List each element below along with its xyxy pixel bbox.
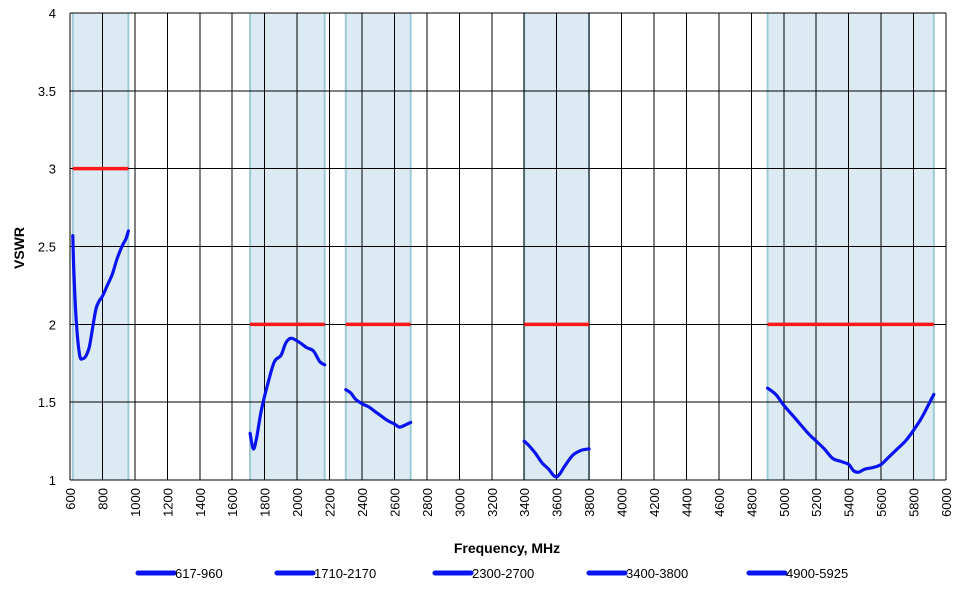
legend-label-2300-2700: 2300-2700 — [472, 566, 534, 581]
x-tick-label: 3600 — [550, 488, 565, 517]
series-line-617-960 — [71, 229, 130, 361]
x-tick-label: 1600 — [225, 488, 240, 517]
x-tick-label: 5400 — [842, 488, 857, 517]
legend-label-1710-2170: 1710-2170 — [314, 566, 376, 581]
x-tick-label: 2600 — [387, 488, 402, 517]
x-tick-label: 4400 — [679, 488, 694, 517]
y-tick-label: 1.5 — [38, 395, 56, 410]
x-tick-label: 4800 — [744, 488, 759, 517]
x-tick-label: 4600 — [712, 488, 727, 517]
x-tick-label: 5000 — [777, 488, 792, 517]
x-tick-label: 2000 — [290, 488, 305, 517]
x-tick-label: 3400 — [517, 488, 532, 517]
limit-lines — [72, 166, 934, 327]
x-tick-label: 800 — [95, 488, 110, 510]
legend-label-617-960: 617-960 — [175, 566, 223, 581]
y-tick-label: 1 — [49, 473, 56, 488]
x-tick-labels: 600 800 1000 1200 1400 1600 1800 2000 2200 2400 26… — [63, 488, 954, 517]
x-tick-label: 1800 — [258, 488, 273, 517]
x-tick-label: 2400 — [355, 488, 370, 517]
series-line-1710-2170 — [248, 336, 327, 451]
x-tick-label: 5200 — [809, 488, 824, 517]
y-tick-label: 4 — [49, 6, 56, 21]
series-lines — [71, 229, 936, 479]
x-tick-label: 2200 — [323, 488, 338, 517]
x-tick-label: 1000 — [128, 488, 143, 517]
y-tick-label: 3.5 — [38, 84, 56, 99]
y-tick-label: 2 — [49, 317, 56, 332]
x-tick-label: 600 — [63, 488, 78, 510]
x-tick-label: 3000 — [452, 488, 467, 517]
series-line-4900-5925 — [766, 386, 936, 474]
x-tick-label: 2800 — [420, 488, 435, 517]
y-tick-labels: 1 1.5 2 2.5 3 3.5 4 — [38, 6, 56, 488]
x-tick-label: 4200 — [647, 488, 662, 517]
legend-label-4900-5925: 4900-5925 — [786, 566, 848, 581]
x-axis-title: Frequency, MHz — [454, 540, 560, 556]
y-tick-label: 2.5 — [38, 240, 56, 255]
legend: 617-960 1710-2170 2300-2700 3400-3800 4900-5… — [135, 566, 848, 581]
series-line-3400-3800 — [522, 439, 591, 479]
x-tick-label: 3800 — [582, 488, 597, 517]
x-tick-label: 3200 — [485, 488, 500, 517]
legend-label-3400-3800: 3400-3800 — [626, 566, 688, 581]
x-tick-label: 5600 — [874, 488, 889, 517]
x-tick-label: 1200 — [160, 488, 175, 517]
y-axis-title: VSWR — [11, 227, 27, 269]
x-tick-label: 4000 — [615, 488, 630, 517]
series-line-2300-2700 — [344, 388, 413, 429]
x-tick-label: 1400 — [193, 488, 208, 517]
grid — [69, 12, 947, 481]
x-tick-label: 5800 — [907, 488, 922, 517]
y-tick-label: 3 — [49, 162, 56, 177]
x-tick-label: 6000 — [939, 488, 954, 517]
